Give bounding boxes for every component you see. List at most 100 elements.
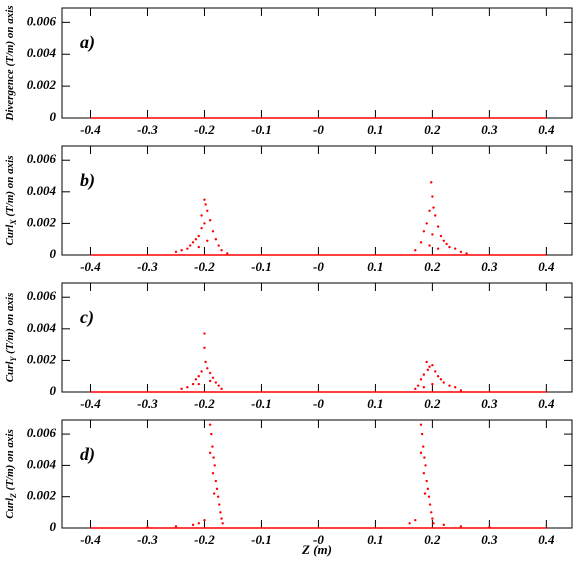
scatter-point (439, 378, 443, 381)
panel-label: d) (80, 444, 95, 465)
scatter-point (180, 387, 183, 391)
x-tick-label: -0.3 (137, 122, 158, 137)
scatter-point (203, 346, 206, 349)
y-tick-label: 0 (50, 519, 57, 534)
y-tick-label: 0.006 (27, 425, 57, 440)
scatter-point (425, 360, 428, 364)
scatter-point (453, 386, 457, 389)
scatter-point (200, 214, 203, 217)
scatter-point (408, 522, 411, 525)
scatter-point (428, 209, 431, 212)
scatter-point (211, 230, 215, 233)
x-axis-label: Z (m) (301, 542, 332, 557)
x-tick-label: 0.3 (481, 122, 498, 137)
scatter-point (212, 456, 215, 459)
scatter-point (218, 503, 221, 506)
scatter-point (191, 241, 195, 244)
scatter-point (445, 242, 448, 246)
scatter-point (459, 250, 463, 254)
x-tick-label: -0.1 (251, 532, 272, 547)
x-tick-label: -0.4 (80, 259, 101, 274)
scatter-point (200, 370, 203, 373)
scatter-point (428, 503, 432, 506)
x-tick-label: -0 (313, 396, 324, 411)
x-tick-label: 0.1 (367, 122, 383, 137)
scatter-point (208, 423, 212, 426)
scatter-point (211, 445, 214, 448)
x-tick-label: -0.3 (137, 532, 158, 547)
scatter-point (436, 375, 440, 378)
scatter-point (210, 432, 213, 436)
scatter-point (430, 181, 433, 184)
y-axis-label-part: Z (9, 493, 18, 499)
panel-label: a) (80, 32, 95, 53)
y-axis-label-part: Curl (4, 361, 16, 383)
scatter-point (448, 384, 451, 387)
y-tick-label: 0.004 (27, 456, 57, 471)
y-tick-label: 0 (50, 383, 57, 398)
scatter-point (434, 214, 437, 217)
scatter-point (428, 244, 431, 247)
scatter-point (204, 360, 207, 364)
scatter-point (432, 522, 435, 525)
plot-frame (61, 145, 573, 256)
y-axis-label: CurlY (T/m) on axis (4, 293, 19, 383)
scatter-point (208, 451, 212, 455)
y-tick-label: 0.002 (27, 351, 57, 366)
scatter-point (442, 239, 445, 242)
scatter-point (180, 249, 183, 252)
y-axis-label-part: (T/m) on axis (4, 293, 16, 357)
scatter-point (191, 382, 195, 386)
scatter-point (431, 195, 434, 198)
scatter-point (217, 384, 220, 387)
y-tick-label: 0.004 (27, 183, 57, 198)
scatter-point (439, 234, 443, 238)
x-tick-label: -0.3 (137, 396, 158, 411)
y-tick-label: 0.002 (27, 77, 57, 92)
scatter-point (174, 250, 178, 254)
x-tick-label: -0 (313, 122, 324, 137)
y-tick-label: 0.006 (27, 288, 57, 303)
y-tick-label: 0.002 (27, 488, 57, 503)
scatter-point (208, 219, 212, 222)
scatter-point (422, 386, 426, 389)
x-tick-label: 0.1 (367, 396, 383, 411)
x-tick-label: -0.2 (194, 122, 215, 137)
scatter-point (414, 249, 417, 252)
scatter-point (419, 241, 423, 244)
scatter-point (442, 523, 445, 527)
scatter-point (423, 456, 426, 459)
scatter-point (419, 423, 423, 426)
scatter-point (432, 206, 435, 209)
x-tick-label: -0.1 (251, 122, 272, 137)
scatter-point (426, 487, 430, 491)
x-tick-label: 0.2 (424, 122, 441, 137)
x-tick-label: 0.2 (424, 396, 441, 411)
scatter-point (194, 378, 198, 381)
scatter-point (459, 525, 463, 528)
scatter-point (206, 367, 209, 370)
scatter-point (434, 370, 437, 373)
scatter-point (423, 492, 427, 495)
x-tick-label: 0.3 (481, 259, 498, 274)
y-axis-label-part: (T/m) on axis (4, 429, 16, 493)
scatter-point (427, 495, 431, 498)
scatter-point (419, 451, 423, 455)
scatter-point (212, 492, 216, 495)
scatter-point (206, 209, 209, 212)
scatter-point (197, 234, 200, 238)
scatter-point (197, 245, 200, 249)
scatter-point (465, 252, 468, 255)
scatter-point (214, 381, 218, 384)
scatter-point (436, 247, 440, 250)
scatter-point (220, 249, 223, 252)
scatter-point (422, 445, 425, 448)
x-tick-label: -0.4 (80, 396, 101, 411)
scatter-point (203, 332, 206, 335)
scatter-point (214, 238, 218, 241)
plot-frame (61, 282, 573, 393)
scatter-point (216, 495, 220, 498)
y-axis-label-part: Curl (4, 224, 16, 246)
y-axis-label-part: Curl (4, 497, 16, 519)
scatter-point (213, 464, 216, 467)
